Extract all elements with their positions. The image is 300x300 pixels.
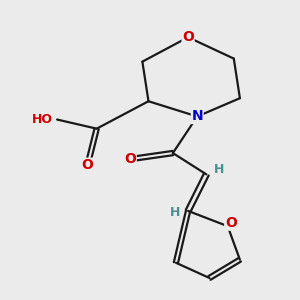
Text: O: O (182, 30, 194, 44)
Text: H: H (170, 206, 181, 219)
Text: H: H (214, 163, 224, 176)
Text: O: O (82, 158, 94, 172)
Text: O: O (225, 216, 237, 230)
Text: O: O (124, 152, 136, 166)
Text: HO: HO (32, 113, 52, 126)
Text: N: N (191, 110, 203, 124)
